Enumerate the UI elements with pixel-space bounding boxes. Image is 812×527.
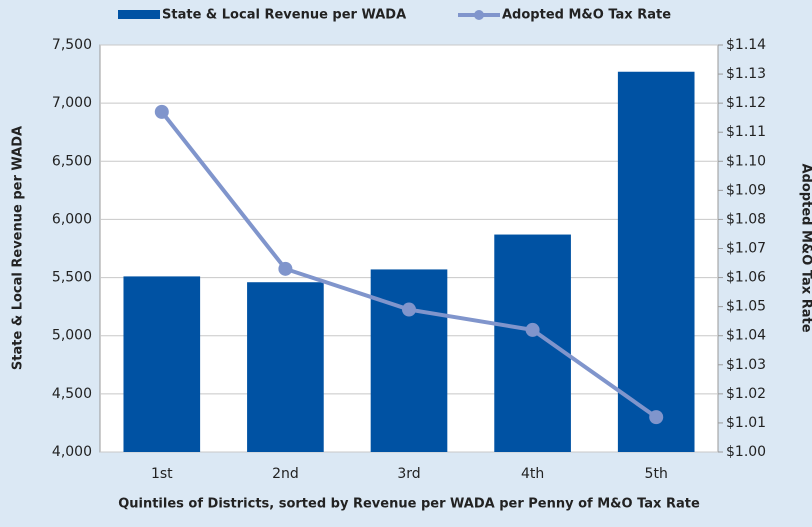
line-marker: [649, 410, 664, 425]
legend-swatch: [118, 10, 160, 19]
x-tick-label: 1st: [151, 466, 173, 482]
y2-tick-label: $1.00: [726, 444, 766, 460]
y-tick-label: 4,000: [52, 444, 92, 460]
y-tick-label: 7,000: [52, 95, 92, 111]
bar: [370, 269, 448, 452]
y2-tick-label: $1.11: [726, 124, 766, 140]
line-marker: [402, 302, 416, 317]
bar: [494, 234, 571, 452]
y2-tick-label: $1.02: [726, 386, 766, 402]
bar: [123, 276, 201, 452]
y2-axis-title: Adopted M&O Tax Rate: [799, 163, 812, 332]
y2-tick-label: $1.05: [726, 299, 766, 315]
y2-tick-label: $1.04: [726, 328, 766, 344]
y-tick-label: 4,500: [52, 386, 92, 402]
y-tick-label: 5,500: [52, 270, 92, 286]
x-tick-label: 5th: [645, 466, 668, 482]
y-tick-label: 6,000: [52, 211, 92, 227]
line-marker: [525, 322, 540, 337]
y2-tick-label: $1.07: [726, 241, 766, 257]
y2-tick-label: $1.13: [726, 66, 766, 82]
y2-tick-label: $1.09: [726, 182, 766, 198]
y2-tick-label: $1.01: [726, 415, 766, 431]
y2-tick-label: $1.12: [726, 95, 766, 111]
x-axis-title: Quintiles of Districts, sorted by Revenu…: [118, 497, 700, 512]
y2-tick-label: $1.14: [726, 37, 766, 53]
x-tick-label: 3rd: [397, 466, 420, 482]
x-tick-label: 2nd: [272, 466, 299, 482]
legend-label: Adopted M&O Tax Rate: [502, 8, 671, 23]
y2-tick-label: $1.03: [726, 357, 766, 373]
line-marker: [278, 261, 293, 276]
y-tick-label: 6,500: [52, 153, 92, 169]
line-marker: [154, 104, 169, 119]
y-tick-label: 5,000: [52, 328, 92, 344]
legend-label: State & Local Revenue per WADA: [162, 8, 406, 23]
bar: [617, 71, 695, 452]
x-tick-label: 4th: [521, 466, 544, 482]
y2-tick-label: $1.08: [726, 211, 766, 227]
y-axis-title: State & Local Revenue per WADA: [11, 126, 26, 370]
legend-swatch: [474, 10, 484, 20]
y-tick-label: 7,500: [52, 37, 92, 53]
bar: [247, 282, 324, 452]
y2-tick-label: $1.06: [726, 270, 766, 286]
y2-tick-label: $1.10: [726, 153, 766, 169]
